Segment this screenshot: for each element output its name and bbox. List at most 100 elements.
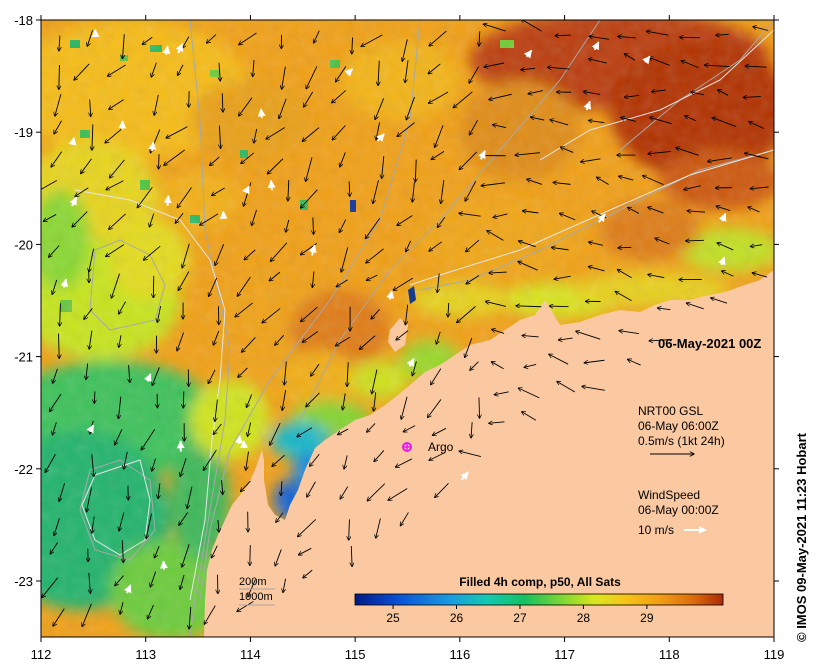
current-vector-icon bbox=[177, 64, 184, 76]
current-vector-icon bbox=[164, 149, 185, 165]
y-tick-label: -20 bbox=[14, 237, 33, 252]
current-vector-icon bbox=[182, 36, 190, 49]
current-vector-icon bbox=[352, 37, 353, 54]
current-vector-icon bbox=[400, 512, 409, 525]
current-vector-icon bbox=[90, 99, 91, 117]
credit-text: © IMOS 09-May-2021 11:23 Hobart bbox=[794, 432, 809, 642]
current-vector-icon bbox=[395, 458, 413, 467]
colorbar-title: Filled 4h comp, p50, All Sats bbox=[459, 575, 621, 589]
current-vector-icon bbox=[432, 427, 447, 435]
current-vector-icon bbox=[465, 180, 477, 201]
current-vector-icon bbox=[648, 151, 671, 153]
island-barrow bbox=[388, 318, 408, 352]
current-vector-icon bbox=[459, 151, 478, 170]
current-vector-icon bbox=[337, 428, 349, 435]
current-vector-icon bbox=[43, 214, 57, 221]
current-vector-icon bbox=[557, 381, 576, 393]
current-vector-icon bbox=[366, 274, 378, 280]
current-vector-icon bbox=[361, 34, 383, 47]
wind-legend-line3: 10 m/s bbox=[638, 523, 674, 537]
current-vector-icon bbox=[655, 238, 670, 245]
current-vector-icon bbox=[624, 54, 636, 61]
wind-vector-icon bbox=[68, 136, 77, 146]
current-vector-icon bbox=[521, 20, 542, 32]
current-vector-icon bbox=[82, 603, 92, 627]
wind-vector-icon bbox=[478, 150, 486, 160]
current-vector-icon bbox=[396, 330, 409, 340]
current-vector-icon bbox=[178, 271, 190, 290]
current-vector-icon bbox=[106, 244, 125, 256]
current-vector-icon bbox=[154, 545, 160, 558]
current-vector-icon bbox=[518, 261, 538, 271]
current-vector-icon bbox=[397, 215, 413, 225]
current-vector-icon bbox=[431, 150, 445, 159]
current-vector-icon bbox=[302, 127, 320, 142]
current-vector-icon bbox=[209, 277, 218, 297]
current-vector-icon bbox=[239, 32, 257, 45]
current-legend-line1: NRT00 GSL bbox=[638, 404, 703, 418]
current-vector-icon bbox=[72, 211, 88, 228]
current-vector-icon bbox=[314, 30, 320, 43]
current-vector-icon bbox=[427, 399, 442, 417]
wind-vector-icon bbox=[386, 290, 395, 300]
current-vector-icon bbox=[302, 330, 319, 342]
current-vector-icon bbox=[189, 90, 190, 107]
current-vector-icon bbox=[750, 245, 763, 247]
current-vector-icon bbox=[89, 330, 93, 350]
current-vector-icon bbox=[49, 245, 60, 258]
wind-vector-icon bbox=[308, 244, 317, 256]
current-vector-icon bbox=[92, 124, 93, 150]
wind-vector-icon bbox=[148, 141, 157, 152]
y-tick-label: -21 bbox=[14, 350, 33, 365]
current-vector-icon bbox=[646, 31, 669, 36]
current-vector-icon bbox=[493, 213, 508, 218]
argo-float[interactable] bbox=[402, 442, 412, 452]
current-vector-icon bbox=[374, 450, 385, 461]
current-vector-icon bbox=[248, 579, 256, 597]
bathymetry-contours bbox=[79, 20, 774, 637]
current-vector-icon bbox=[628, 207, 640, 214]
current-vector-icon bbox=[483, 24, 506, 32]
current-vector-icon bbox=[247, 422, 252, 437]
colorbar-ticks: 25 26 27 28 29 bbox=[386, 605, 654, 625]
current-vector-icon bbox=[111, 273, 120, 299]
current-vector-icon bbox=[81, 158, 92, 174]
current-vector-icon bbox=[340, 152, 346, 167]
current-vector-icon bbox=[281, 481, 282, 495]
current-vector-icon bbox=[492, 329, 505, 334]
current-vector-icon bbox=[119, 335, 121, 347]
current-vector-icon bbox=[180, 458, 187, 476]
x-tick-label: 116 bbox=[449, 647, 470, 662]
current-vector-icon bbox=[711, 298, 728, 304]
current-vector-icon bbox=[235, 302, 253, 317]
current-vector-icon bbox=[119, 512, 125, 531]
current-legend-line2: 06-May 06:00Z bbox=[638, 419, 719, 433]
current-vector-icon bbox=[651, 90, 666, 92]
current-vector-icon bbox=[120, 602, 124, 614]
wind-vector-icon bbox=[460, 471, 469, 481]
current-vector-icon bbox=[429, 241, 442, 251]
current-vector-icon bbox=[435, 482, 449, 497]
colorbar-tick-label: 27 bbox=[513, 611, 527, 625]
current-vector-icon bbox=[657, 308, 671, 310]
current-vector-icon bbox=[349, 519, 350, 540]
current-vector-icon bbox=[94, 391, 95, 403]
current-vector-icon bbox=[405, 304, 409, 325]
current-vector-icon bbox=[122, 34, 124, 59]
current-vector-icon bbox=[137, 186, 153, 208]
current-vector-icon bbox=[282, 66, 286, 90]
current-vector-icon bbox=[649, 57, 670, 66]
current-vector-icon bbox=[627, 359, 641, 366]
current-vector-icon bbox=[92, 516, 95, 533]
current-vector-icon bbox=[489, 422, 505, 424]
current-vector-icon bbox=[52, 422, 57, 435]
current-vector-icon bbox=[297, 427, 313, 437]
wind-vector-icon bbox=[175, 43, 184, 54]
current-vector-icon bbox=[403, 425, 416, 432]
current-vector-icon bbox=[471, 422, 472, 438]
current-vector-icon bbox=[549, 354, 569, 365]
current-vector-icon bbox=[489, 93, 512, 99]
current-vector-icon bbox=[270, 422, 281, 445]
current-vector-icon bbox=[366, 248, 384, 263]
